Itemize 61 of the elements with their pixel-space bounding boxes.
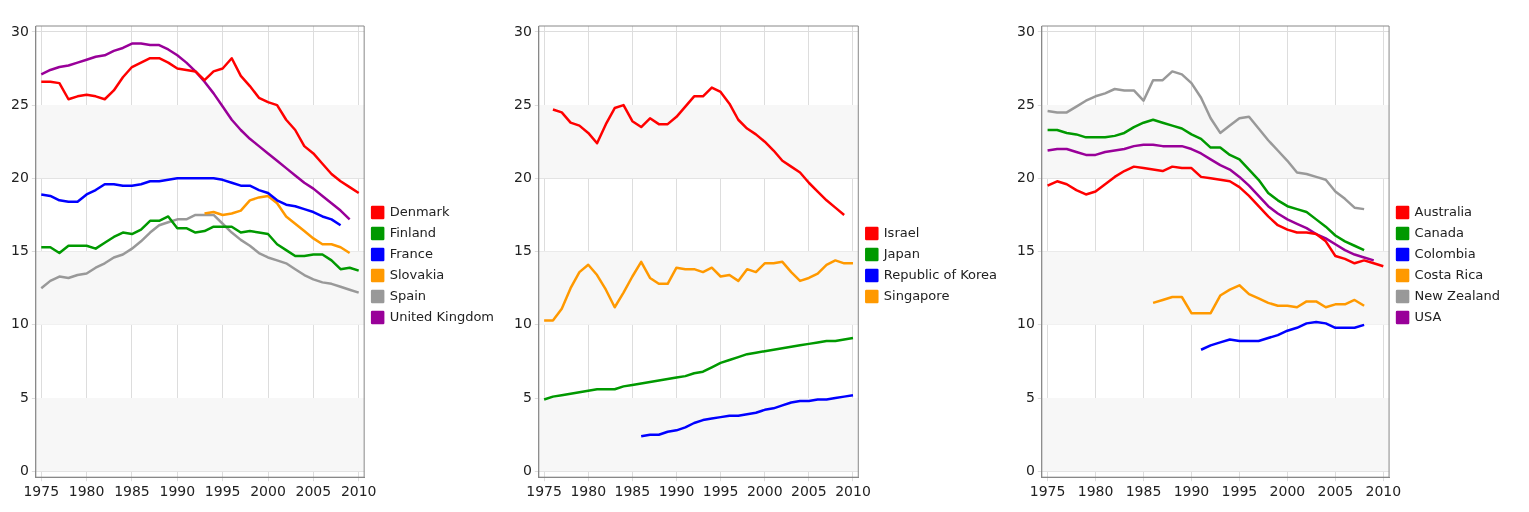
x-tick-label: 1995 bbox=[1221, 483, 1258, 500]
y-tick-label: 25 bbox=[1016, 95, 1035, 112]
x-tick-label: 1985 bbox=[614, 483, 651, 500]
legend-label: Finland bbox=[389, 224, 437, 240]
x-tick-label: 2010 bbox=[835, 483, 871, 500]
y-tick-label: 25 bbox=[513, 95, 532, 112]
legend-label: Israel bbox=[883, 224, 920, 240]
legend-label: Spain bbox=[389, 287, 426, 303]
y-tick-label: 10 bbox=[513, 315, 532, 332]
legend-label: Singapore bbox=[883, 287, 950, 303]
x-tick-label: 2010 bbox=[340, 483, 377, 500]
y-tick-label: 0 bbox=[1025, 461, 1035, 478]
x-tick-label: 1985 bbox=[1125, 483, 1162, 500]
x-tick-label: 1995 bbox=[702, 483, 739, 500]
legend-label: Denmark bbox=[389, 203, 450, 219]
y-tick-label: 30 bbox=[513, 22, 532, 39]
y-tick-label: 25 bbox=[10, 95, 29, 112]
x-tick-label: 2000 bbox=[746, 483, 783, 500]
x-tick-label: 1975 bbox=[526, 483, 562, 500]
x-tick-label: 2005 bbox=[1317, 483, 1354, 500]
y-tick-label: 20 bbox=[513, 168, 532, 185]
x-tick-label: 2010 bbox=[1365, 483, 1402, 500]
y-tick-label: 10 bbox=[10, 315, 29, 332]
x-tick-label: 2000 bbox=[250, 483, 286, 500]
y-tick-label: 20 bbox=[10, 168, 29, 185]
legend-label: Costa Rica bbox=[1414, 266, 1484, 282]
legend-label: Japan bbox=[882, 245, 921, 261]
x-tick-label: 1990 bbox=[1173, 483, 1210, 500]
y-tick-label: 0 bbox=[522, 461, 532, 478]
x-tick-label: 2005 bbox=[295, 483, 332, 500]
x-tick-label: 1980 bbox=[68, 483, 105, 500]
x-tick-label: 1975 bbox=[1029, 483, 1066, 500]
x-tick-label: 1995 bbox=[204, 483, 241, 500]
legend-label: Australia bbox=[1414, 203, 1473, 219]
x-tick-label: 1980 bbox=[570, 483, 607, 500]
x-tick-label: 2000 bbox=[1269, 483, 1306, 500]
y-tick-label: 5 bbox=[522, 388, 532, 405]
legend-label: Colombia bbox=[1414, 245, 1476, 261]
x-tick-label: 1985 bbox=[114, 483, 150, 500]
x-tick-label: 1990 bbox=[658, 483, 695, 500]
y-tick-label: 5 bbox=[1025, 388, 1035, 405]
x-tick-label: 1975 bbox=[23, 483, 60, 500]
x-tick-label: 1990 bbox=[159, 483, 196, 500]
legend-label: Canada bbox=[1414, 224, 1465, 240]
y-tick-label: 15 bbox=[513, 242, 532, 259]
legend-label: France bbox=[389, 245, 433, 261]
y-tick-label: 20 bbox=[1016, 168, 1035, 185]
legend-label: United Kingdom bbox=[389, 308, 494, 324]
legend-label: Republic of Korea bbox=[883, 266, 998, 282]
x-tick-label: 2005 bbox=[791, 483, 827, 500]
y-tick-label: 5 bbox=[19, 388, 29, 405]
x-tick-label: 1980 bbox=[1077, 483, 1114, 500]
y-tick-label: 15 bbox=[1016, 242, 1035, 259]
legend-label: Slovakia bbox=[389, 266, 445, 282]
legend-label: USA bbox=[1414, 308, 1442, 324]
legend-label: New Zealand bbox=[1414, 287, 1501, 303]
y-tick-label: 10 bbox=[1016, 315, 1035, 332]
y-tick-label: 15 bbox=[10, 242, 29, 259]
y-tick-label: 30 bbox=[10, 22, 29, 39]
y-tick-label: 0 bbox=[19, 461, 29, 478]
y-tick-label: 30 bbox=[1016, 22, 1035, 39]
